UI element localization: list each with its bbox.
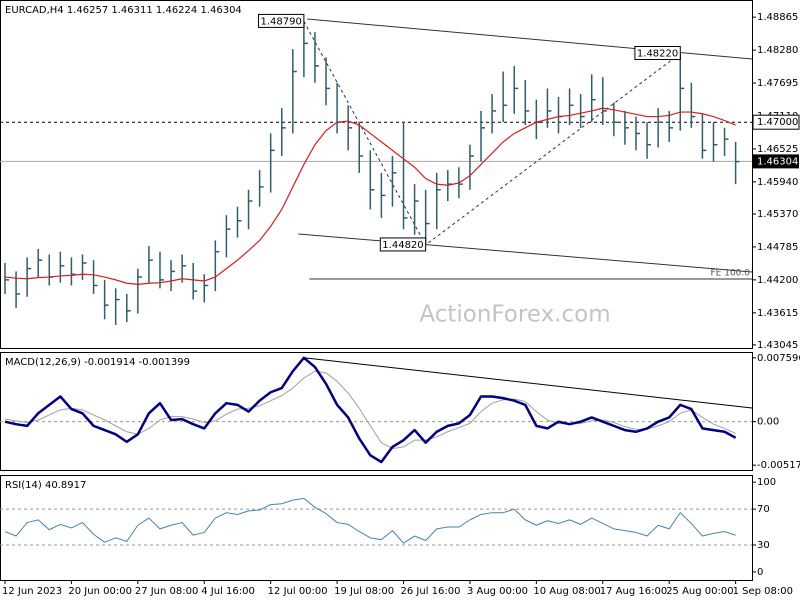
last-price-label: 1.46304 <box>757 156 798 167</box>
indicator-line <box>4 497 736 544</box>
x-tick-label: 12 Jul 00:00 <box>268 586 328 597</box>
y-tick-label: 1.45370 <box>757 209 798 220</box>
x-tick-label: 12 Jun 2023 <box>2 586 62 597</box>
y-tick-label: 1.43615 <box>757 308 798 319</box>
pane-title: MACD(12,26,9) -0.001914 -0.001399 <box>5 357 190 368</box>
x-tick-label: 20 Jun 00:00 <box>68 586 132 597</box>
level-box <box>752 114 800 130</box>
x-tick-label: 27 Jun 08:00 <box>135 586 199 597</box>
indicator-line <box>4 356 737 464</box>
pane-frame <box>0 352 753 471</box>
pivot-box <box>258 13 305 28</box>
y-tick-label: 1.48865 <box>757 12 798 23</box>
y-tick-label: 70 <box>757 504 770 515</box>
y-tick-label: 30 <box>757 540 770 551</box>
y-tick-label: 100 <box>757 477 776 488</box>
pane-title: EURCAD,H4 1.46257 1.46311 1.46224 1.4630… <box>5 5 242 16</box>
last-price-box <box>753 154 799 169</box>
x-tick-label: 10 Aug 08:00 <box>533 586 600 597</box>
pivot-box <box>634 45 681 60</box>
x-tick-label: 25 Aug 00:00 <box>666 586 733 597</box>
x-tick-label: 1 Sep 08:00 <box>733 586 793 597</box>
x-tick-label: 17 Aug 16:00 <box>600 586 667 597</box>
trendline <box>298 233 753 273</box>
pivot-label: 1.48790 <box>261 16 302 27</box>
y-tick-label: 0.007596 <box>757 353 800 364</box>
watermark: ActionForex.com <box>419 302 610 328</box>
pane-frame <box>0 475 753 581</box>
fe-label: FE 100.0 <box>711 268 751 278</box>
x-tick-label: 4 Jul 16:00 <box>201 586 255 597</box>
x-tick-label: 26 Jul 16:00 <box>401 586 461 597</box>
y-tick-label: -0.005175 <box>757 460 800 471</box>
y-tick-label: 1.45940 <box>757 177 798 188</box>
trendline <box>303 357 753 409</box>
moving-average <box>4 107 736 285</box>
pane-frame <box>0 0 753 349</box>
y-tick-label: 0.00 <box>757 417 779 428</box>
pane-title: RSI(14) 40.8917 <box>5 480 86 491</box>
y-tick-label: 1.46525 <box>757 144 798 155</box>
x-tick-label: 19 Jul 08:00 <box>334 586 394 597</box>
level-label: 1.47000 <box>757 117 798 128</box>
pivot-label: 1.44820 <box>382 240 423 251</box>
y-tick-label: 1.48280 <box>757 45 798 56</box>
y-tick-label: 0 <box>757 567 763 578</box>
pivot-box <box>379 237 427 252</box>
pivot-label: 1.48220 <box>637 48 678 59</box>
y-tick-label: 1.44785 <box>757 242 798 253</box>
x-tick-label: 3 Aug 00:00 <box>467 586 528 597</box>
indicator-line <box>4 370 736 450</box>
y-tick-label: 1.44200 <box>757 275 798 286</box>
y-tick-label: 1.47695 <box>757 78 798 89</box>
y-tick-label: 1.43045 <box>757 340 798 351</box>
